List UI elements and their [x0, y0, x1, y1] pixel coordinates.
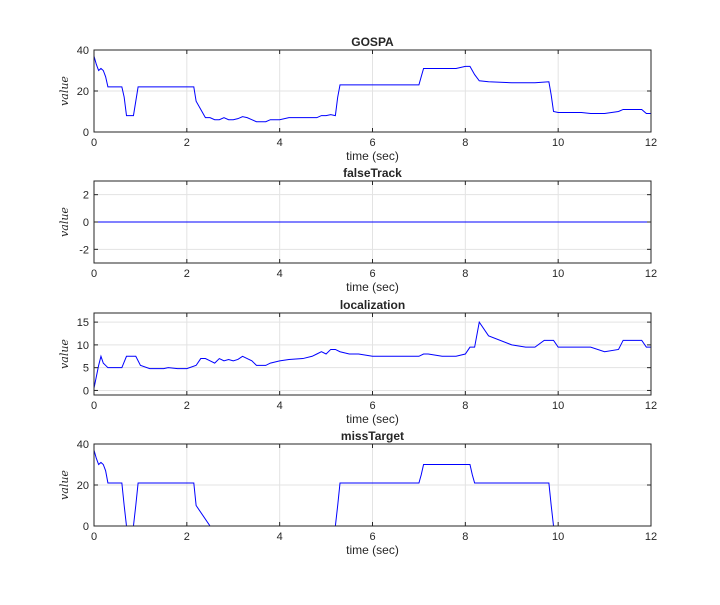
- subplot-3: 0 2 4 6 8 10 12 0 5 10 15 localization time (sec) val…: [58, 298, 657, 426]
- series-line: [93, 320, 651, 389]
- y-tick-label: -2: [79, 244, 89, 256]
- x-tick-label: 12: [645, 531, 657, 543]
- x-tick-label: 2: [184, 137, 190, 149]
- x-tick-label: 10: [552, 531, 564, 543]
- y-tick-label: 40: [77, 45, 89, 57]
- chart-title: falseTrack: [343, 166, 402, 180]
- y-tick-label: 0: [83, 127, 89, 139]
- x-tick-label: 4: [277, 137, 283, 149]
- chart-title: localization: [340, 298, 405, 312]
- x-tick-label: 4: [277, 531, 283, 543]
- x-tick-label: 2: [184, 531, 190, 543]
- x-tick-label: 10: [552, 137, 564, 149]
- x-tick-label: 4: [277, 268, 283, 280]
- x-tick-label: 2: [184, 400, 190, 412]
- y-tick-label: 15: [77, 317, 89, 329]
- y-tick-label: 0: [83, 521, 89, 533]
- x-tick-label: 10: [552, 268, 564, 280]
- x-axis-label: time (sec): [346, 149, 399, 163]
- y-tick-label: 20: [77, 86, 89, 98]
- x-tick-label: 6: [369, 531, 375, 543]
- x-tick-label: 2: [184, 268, 190, 280]
- x-tick-label: 0: [91, 531, 97, 543]
- y-axis-label: value: [58, 339, 71, 369]
- x-tick-label: 6: [369, 400, 375, 412]
- x-tick-label: 8: [462, 137, 468, 149]
- x-axis-label: time (sec): [346, 280, 399, 294]
- x-tick-label: 10: [552, 400, 564, 412]
- x-tick-label: 8: [462, 531, 468, 543]
- y-tick-label: 40: [77, 439, 89, 451]
- x-tick-label: 4: [277, 400, 283, 412]
- x-tick-label: 8: [462, 268, 468, 280]
- y-tick-label: 0: [83, 385, 89, 397]
- y-axis-label: value: [58, 76, 71, 106]
- x-tick-label: 0: [91, 268, 97, 280]
- x-axis-label: time (sec): [346, 412, 399, 426]
- y-tick-label: 0: [83, 217, 89, 229]
- subplot-1: 0 2 4 6 8 10 12 0 20 40 GOSPA time (sec) value: [58, 35, 657, 163]
- y-tick-label: 5: [83, 363, 89, 375]
- chart-title: GOSPA: [351, 35, 394, 49]
- x-tick-label: 6: [369, 268, 375, 280]
- x-tick-label: 8: [462, 400, 468, 412]
- y-tick-label: 2: [83, 190, 89, 202]
- x-tick-label: 0: [91, 137, 97, 149]
- x-tick-label: 12: [645, 268, 657, 280]
- series-line: [93, 56, 651, 123]
- chart-title: missTarget: [341, 429, 404, 443]
- x-tick-label: 12: [645, 400, 657, 412]
- y-tick-label: 10: [77, 340, 89, 352]
- y-axis-label: value: [58, 470, 71, 500]
- x-axis-label: time (sec): [346, 543, 399, 557]
- x-tick-label: 0: [91, 400, 97, 412]
- subplot-4: 0 2 4 6 8 10 12 0 20 40 missTarget time (sec) value: [58, 429, 657, 557]
- x-tick-label: 12: [645, 137, 657, 149]
- x-tick-label: 6: [369, 137, 375, 149]
- y-tick-label: 20: [77, 480, 89, 492]
- y-axis-label: value: [58, 207, 71, 237]
